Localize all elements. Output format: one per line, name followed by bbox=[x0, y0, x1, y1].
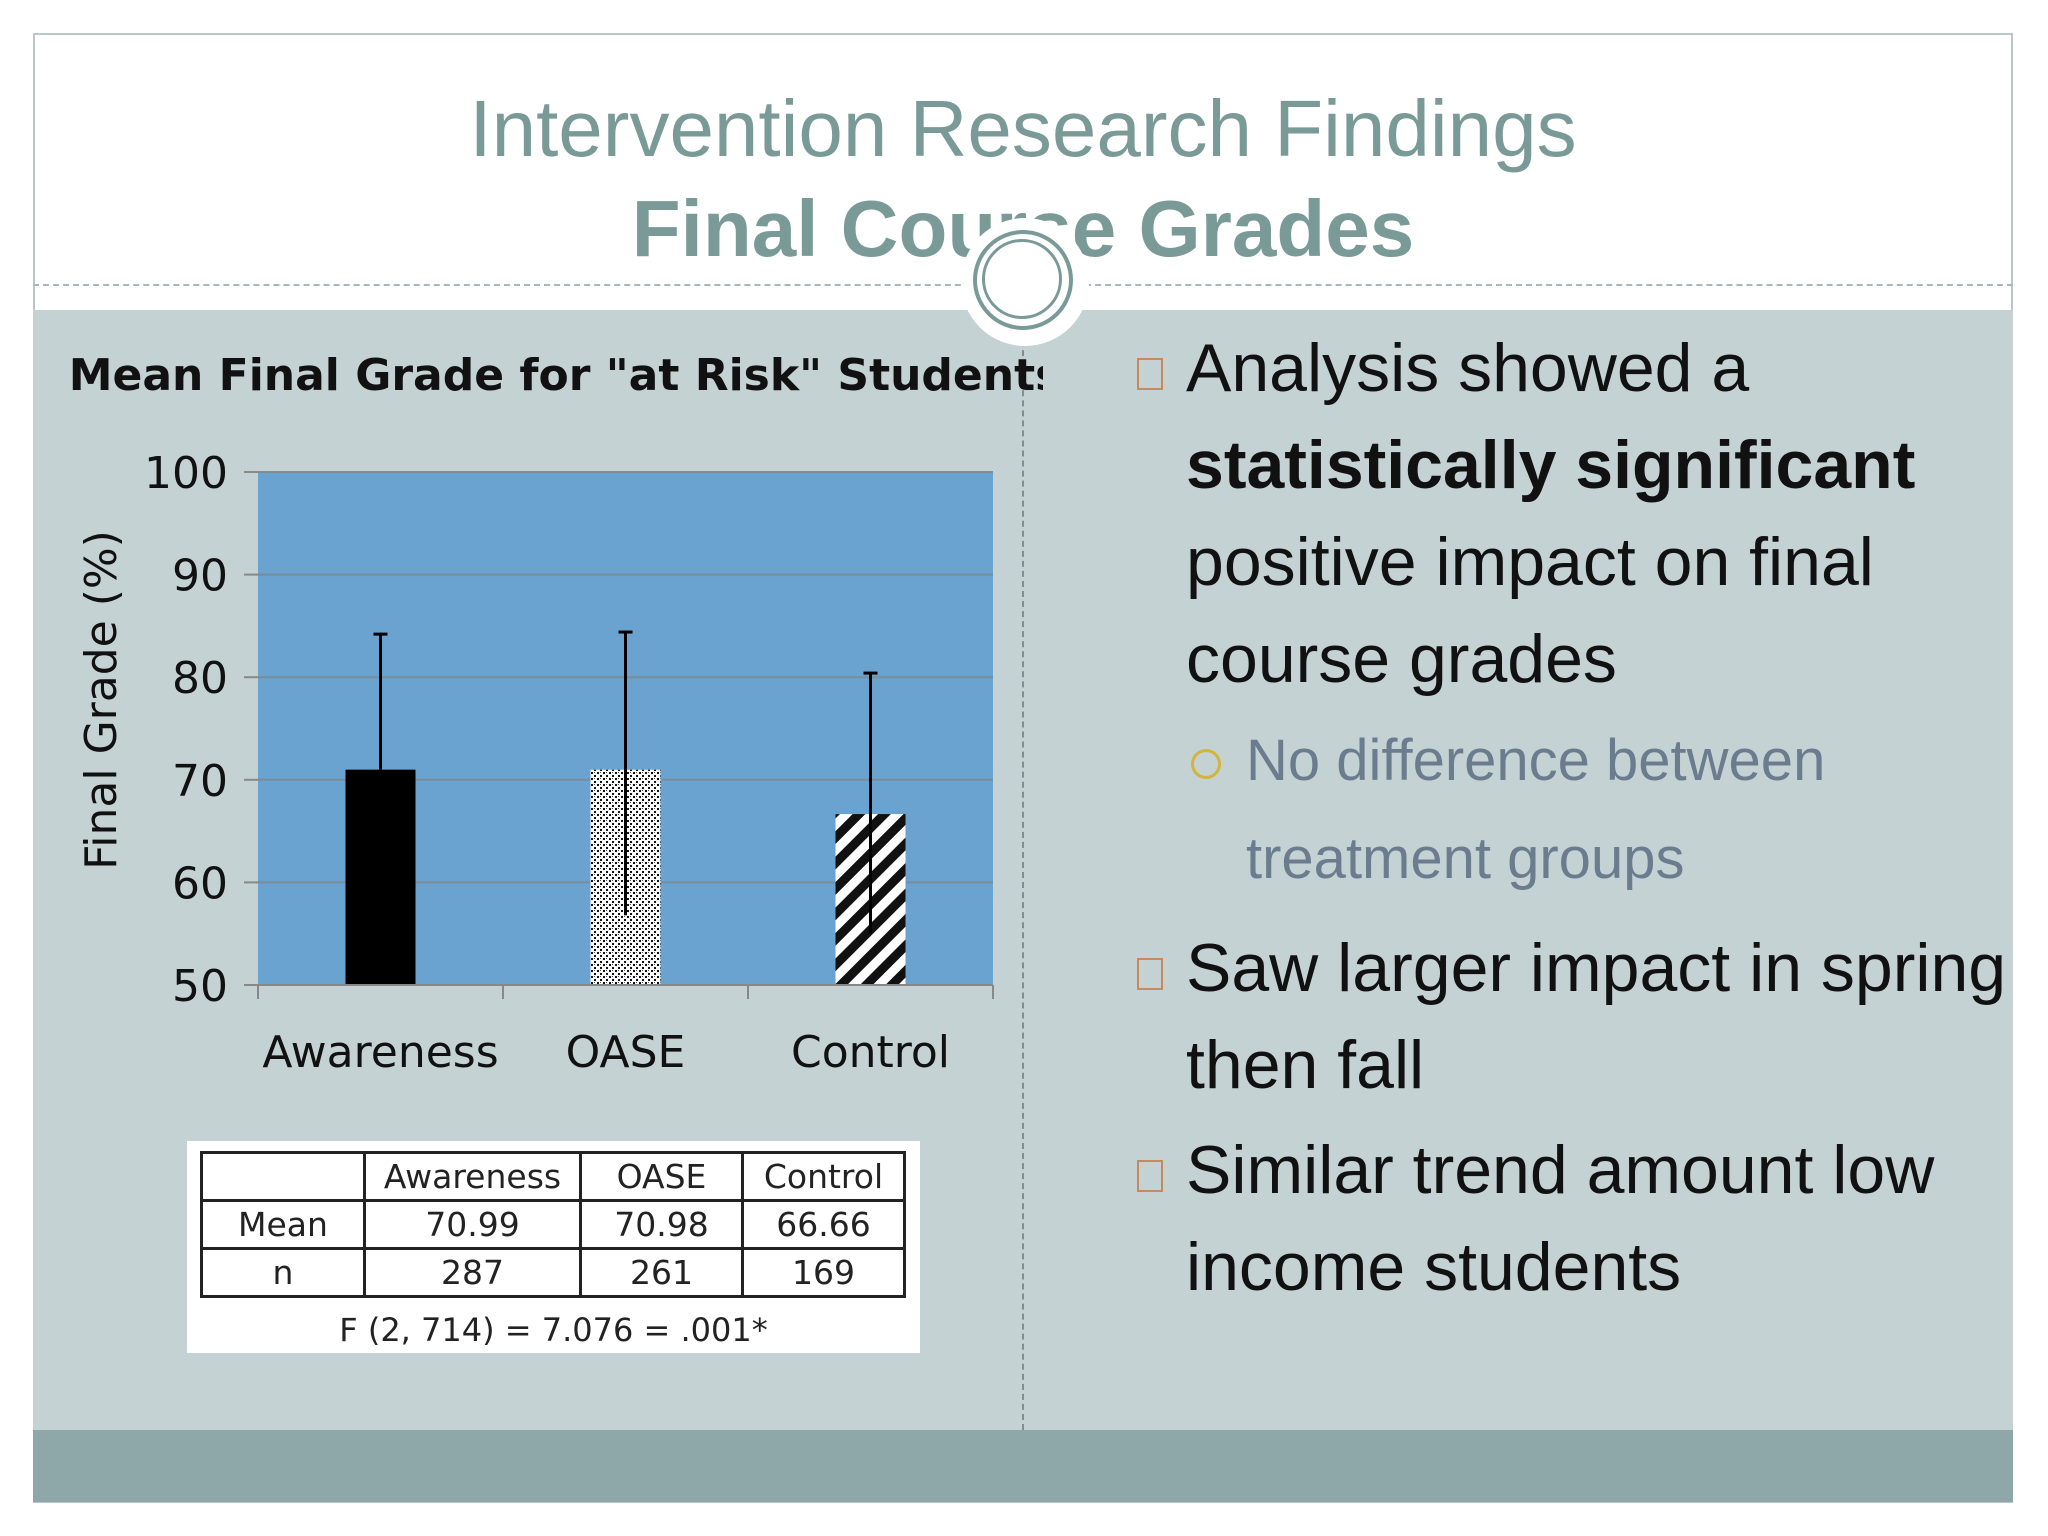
slide-title: Intervention Research Findings bbox=[469, 84, 1577, 173]
y-tick-label: 100 bbox=[144, 448, 228, 499]
table-row: n 287 261 169 bbox=[200, 1247, 906, 1298]
bar-awareness bbox=[345, 769, 416, 985]
square-bullet-icon bbox=[1137, 1160, 1163, 1192]
table-header-cell bbox=[200, 1151, 366, 1202]
y-tick-label: 50 bbox=[172, 961, 228, 1012]
stats-table-panel: Awareness OASE Control Mean 70.99 70.98 … bbox=[187, 1141, 920, 1353]
y-tick-label: 80 bbox=[172, 653, 228, 704]
bullet-emphasis: statistically significant bbox=[1186, 427, 1916, 503]
x-tick-label: Awareness bbox=[262, 1027, 498, 1078]
circle-bullet-icon bbox=[1191, 749, 1221, 779]
table-cell: 169 bbox=[741, 1247, 906, 1298]
stats-table: Awareness OASE Control Mean 70.99 70.98 … bbox=[200, 1151, 906, 1298]
bullet-text: Saw larger impact in spring then fall bbox=[1186, 930, 2007, 1103]
sub-bullet-text: No difference between treatment groups bbox=[1246, 728, 1826, 891]
y-tick-label: 70 bbox=[172, 756, 228, 807]
title-ornament-inner-ring bbox=[982, 239, 1062, 319]
chart-title: Mean Final Grade for "at Risk" Students bbox=[69, 350, 1043, 401]
x-tick-label: OASE bbox=[566, 1027, 686, 1078]
table-row: Mean 70.99 70.98 66.66 bbox=[200, 1199, 906, 1250]
bullet-item: Saw larger impact in spring then fall bbox=[1100, 920, 2020, 1114]
table-cell: n bbox=[200, 1247, 366, 1298]
y-axis-label: Final Grade (%) bbox=[76, 530, 127, 870]
table-header-row: Awareness OASE Control bbox=[200, 1151, 906, 1202]
bullet-text: Analysis showed a bbox=[1186, 330, 1750, 406]
table-cell: 66.66 bbox=[741, 1199, 906, 1250]
x-tick-label: Control bbox=[791, 1027, 950, 1078]
table-cell: 70.99 bbox=[363, 1199, 582, 1250]
table-cell: 70.98 bbox=[579, 1199, 744, 1250]
y-tick-label: 60 bbox=[172, 858, 228, 909]
table-cell: 287 bbox=[363, 1247, 582, 1298]
sub-bullet-item: No difference between treatment groups bbox=[1100, 712, 2020, 908]
bar-chart: Mean Final Grade for "at Risk" Students … bbox=[69, 350, 1043, 1078]
square-bullet-icon bbox=[1137, 358, 1163, 390]
table-cell: 261 bbox=[579, 1247, 744, 1298]
column-divider bbox=[1022, 310, 1024, 1430]
bullet-list: Analysis showed a statistically signific… bbox=[1100, 320, 2020, 1316]
y-tick-label: 90 bbox=[172, 551, 228, 602]
square-bullet-icon bbox=[1137, 958, 1163, 990]
bullet-text: positive impact on final course grades bbox=[1186, 524, 1874, 697]
table-cell: Mean bbox=[200, 1199, 366, 1250]
table-header-cell: OASE bbox=[579, 1151, 744, 1202]
bullet-item: Analysis showed a statistically signific… bbox=[1100, 320, 2020, 708]
footer-band bbox=[33, 1430, 2013, 1502]
f-statistic: F (2, 714) = 7.076 = .001* bbox=[339, 1311, 768, 1349]
bullet-text: Similar trend amount low income students bbox=[1186, 1132, 1935, 1305]
table-header-cell: Control bbox=[741, 1151, 906, 1202]
table-header-cell: Awareness bbox=[363, 1151, 582, 1202]
bullet-item: Similar trend amount low income students bbox=[1100, 1122, 2020, 1316]
